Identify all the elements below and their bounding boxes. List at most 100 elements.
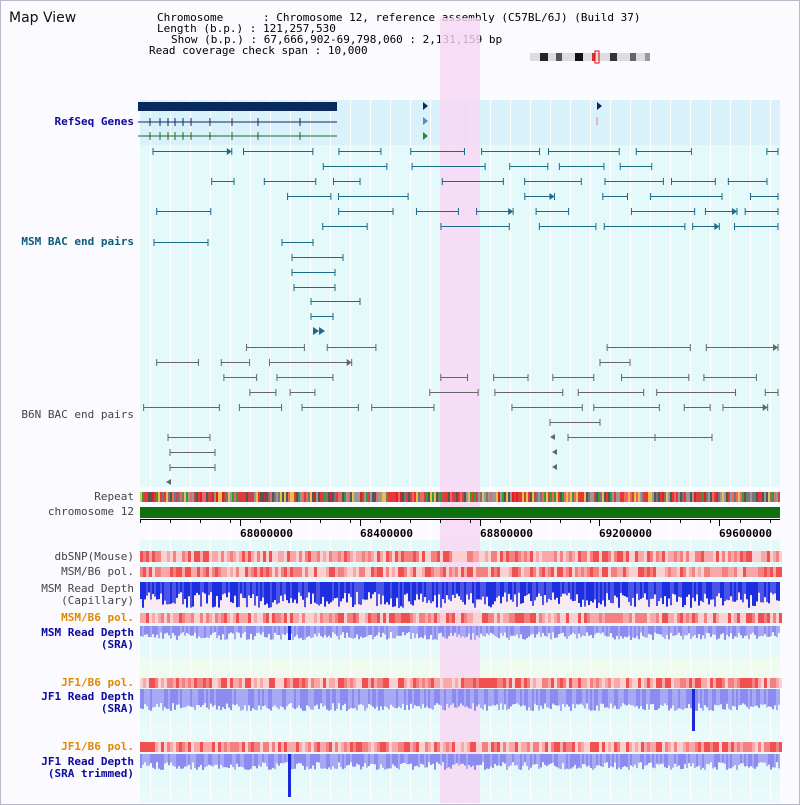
- pol-stripe: [665, 551, 668, 562]
- depth-bar: [516, 754, 518, 766]
- depth-bar: [400, 689, 402, 709]
- repeat-stripe: [612, 492, 614, 502]
- repeat-stripe: [222, 492, 224, 502]
- track-label-msm-b6-pol-1[interactable]: MSM/B6 pol.: [61, 565, 134, 578]
- track-label-jf1-b6-pol-2[interactable]: JF1/B6 pol.: [61, 740, 134, 753]
- pol-stripe: [410, 551, 413, 562]
- track-label-chromosome[interactable]: chromosome 12: [47, 505, 134, 518]
- repeat-stripe: [190, 492, 192, 502]
- depth-bar: [588, 754, 590, 766]
- depth-bar: [370, 754, 372, 764]
- pol-stripe: [149, 678, 152, 688]
- depth-bar: [586, 754, 588, 767]
- depth-bar: [674, 754, 676, 764]
- pol-stripe: [242, 567, 245, 577]
- depth-bar: [646, 626, 648, 638]
- track-label-jf1-b6-pol-1[interactable]: JF1/B6 pol.: [61, 676, 134, 689]
- pol-stripe: [734, 678, 737, 688]
- depth-bar: [558, 754, 560, 769]
- depth-bar: [410, 754, 412, 764]
- repeat-stripe: [346, 492, 348, 502]
- repeat-stripe: [666, 492, 668, 502]
- depth-bar: [488, 626, 490, 636]
- repeat-stripe: [174, 492, 176, 502]
- track-label-jf1-trim[interactable]: JF1 Read Depth (SRA trimmed): [41, 755, 134, 780]
- pol-stripe: [614, 613, 617, 623]
- pol-stripe: [467, 678, 470, 688]
- depth-bar: [336, 582, 338, 598]
- depth-bar: [360, 582, 362, 605]
- depth-bar: [232, 626, 234, 634]
- track-label-repeat[interactable]: Repeat: [94, 490, 134, 503]
- pol-stripe: [575, 613, 578, 623]
- depth-bar: [484, 754, 486, 770]
- depth-bar: [278, 582, 280, 603]
- depth-bar: [582, 754, 584, 765]
- pol-stripe: [602, 551, 605, 562]
- pol-stripe: [656, 678, 659, 688]
- depth-bar: [764, 582, 766, 598]
- depth-bar: [182, 582, 184, 605]
- pol-stripe: [515, 742, 518, 752]
- depth-bar: [436, 754, 438, 763]
- depth-bar: [346, 582, 348, 603]
- pol-stripe: [545, 567, 548, 577]
- depth-bar: [388, 689, 390, 710]
- depth-bar: [270, 582, 272, 608]
- pol-stripe: [518, 613, 521, 623]
- depth-bar: [240, 754, 242, 767]
- depth-bar: [178, 754, 180, 767]
- depth-bar: [360, 754, 362, 770]
- depth-bar: [778, 689, 780, 705]
- depth-bar: [278, 754, 280, 766]
- pol-stripe: [299, 742, 302, 752]
- pol-stripe: [692, 678, 695, 688]
- pol-stripe: [716, 742, 719, 752]
- depth-bar: [198, 582, 200, 595]
- track-label-dbsnp[interactable]: dbSNP(Mouse): [54, 550, 134, 563]
- pol-stripe: [656, 742, 659, 752]
- depth-bar: [714, 754, 716, 768]
- depth-bar: [338, 689, 340, 704]
- pol-stripe: [200, 742, 203, 752]
- depth-bar: [778, 582, 780, 601]
- depth-bar: [248, 754, 250, 770]
- pol-stripe: [275, 551, 278, 562]
- depth-bar: [672, 754, 674, 768]
- pol-stripe: [554, 613, 557, 623]
- pol-stripe: [422, 678, 425, 688]
- pol-stripe: [341, 742, 344, 752]
- pol-stripe: [584, 567, 587, 577]
- depth-bar: [344, 582, 346, 594]
- track-label-b6n-bac[interactable]: B6N BAC end pairs: [21, 408, 134, 421]
- pol-stripe: [626, 613, 629, 623]
- depth-bar: [342, 582, 344, 599]
- depth-bar: [452, 626, 454, 636]
- depth-bar: [430, 626, 432, 635]
- depth-bar: [256, 689, 258, 711]
- depth-bar: [244, 626, 246, 633]
- depth-bar: [368, 582, 370, 593]
- track-label-refseq[interactable]: RefSeq Genes: [54, 115, 134, 128]
- depth-bar: [754, 626, 756, 635]
- track-label-msm-b6-pol-2[interactable]: MSM/B6 pol.: [61, 611, 134, 624]
- pol-stripe: [152, 551, 155, 562]
- depth-bar: [228, 626, 230, 634]
- track-label-msm-read-sra[interactable]: MSM Read Depth (SRA): [41, 626, 134, 651]
- depth-bar: [394, 626, 396, 639]
- pol-stripe: [719, 567, 722, 577]
- track-label-msm-read-cap[interactable]: MSM Read Depth (Capillary): [41, 582, 134, 607]
- depth-bar: [488, 754, 490, 769]
- track-label-msm-bac[interactable]: MSM BAC end pairs: [21, 235, 134, 248]
- depth-bar: [258, 626, 260, 633]
- pol-stripe: [716, 567, 719, 577]
- pol-stripe: [692, 567, 695, 577]
- depth-bar: [510, 582, 512, 600]
- pol-stripe: [281, 678, 284, 688]
- track-label-jf1-read-sra[interactable]: JF1 Read Depth (SRA): [41, 690, 134, 715]
- pol-stripe: [746, 567, 749, 577]
- depth-bar: [778, 626, 780, 633]
- pol-stripe: [458, 742, 461, 752]
- repeat-stripe: [290, 492, 292, 502]
